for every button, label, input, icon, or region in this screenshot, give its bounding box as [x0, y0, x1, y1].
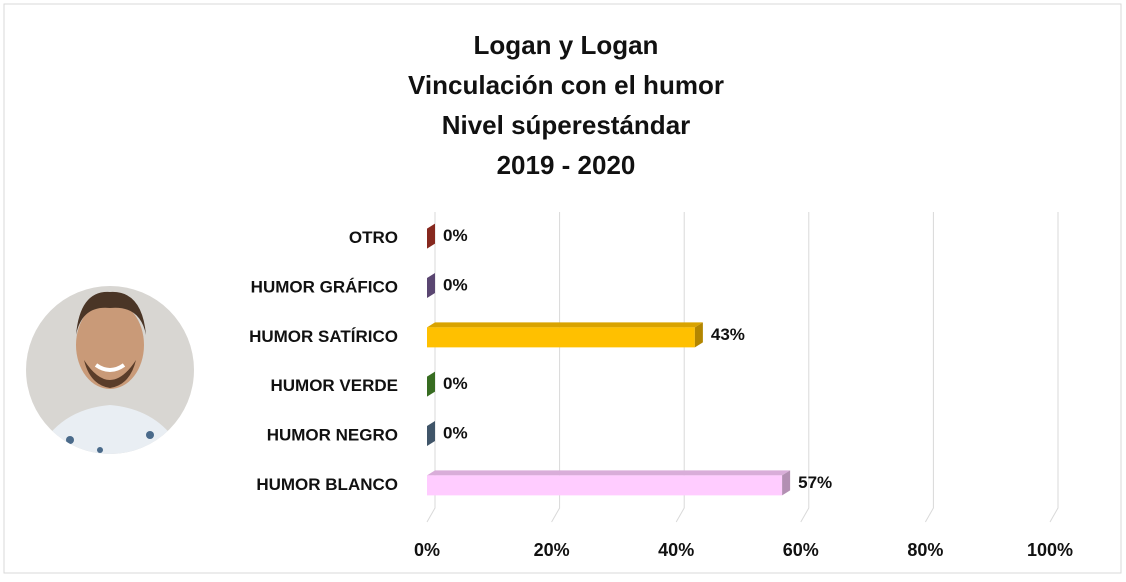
y-tick-label: HUMOR VERDE [270, 376, 398, 395]
bar-value-label: 0% [443, 275, 468, 294]
chart-title: Logan y Logan [474, 30, 659, 60]
y-tick-label: HUMOR GRÁFICO [251, 277, 398, 296]
bar-top [427, 322, 703, 327]
bar-value-label: 57% [798, 473, 832, 492]
x-tick-label: 60% [783, 540, 819, 560]
bar-value-label: 0% [443, 226, 468, 245]
y-tick-label: OTRO [349, 228, 398, 247]
chart-title: Vinculación con el humor [408, 70, 724, 100]
bar-value-label: 43% [711, 325, 745, 344]
x-tick-label: 20% [534, 540, 570, 560]
bar-value-label: 0% [443, 423, 468, 442]
bar-top [427, 470, 790, 475]
bar [427, 322, 703, 347]
x-tick-label: 100% [1027, 540, 1073, 560]
bar-front [427, 475, 782, 495]
bar-front [427, 327, 695, 347]
bar [427, 470, 790, 495]
chart-title: Nivel súperestándar [442, 110, 691, 140]
x-tick-label: 0% [414, 540, 440, 560]
y-tick-label: HUMOR NEGRO [267, 425, 398, 444]
y-tick-label: HUMOR BLANCO [256, 475, 398, 494]
bar-value-label: 0% [443, 374, 468, 393]
x-tick-label: 40% [658, 540, 694, 560]
chart-title: 2019 - 2020 [497, 150, 636, 180]
chart: Logan y Logan Vinculación con el humor Niv… [0, 0, 1126, 577]
x-tick-label: 80% [907, 540, 943, 560]
y-tick-label: HUMOR SATÍRICO [249, 327, 398, 346]
